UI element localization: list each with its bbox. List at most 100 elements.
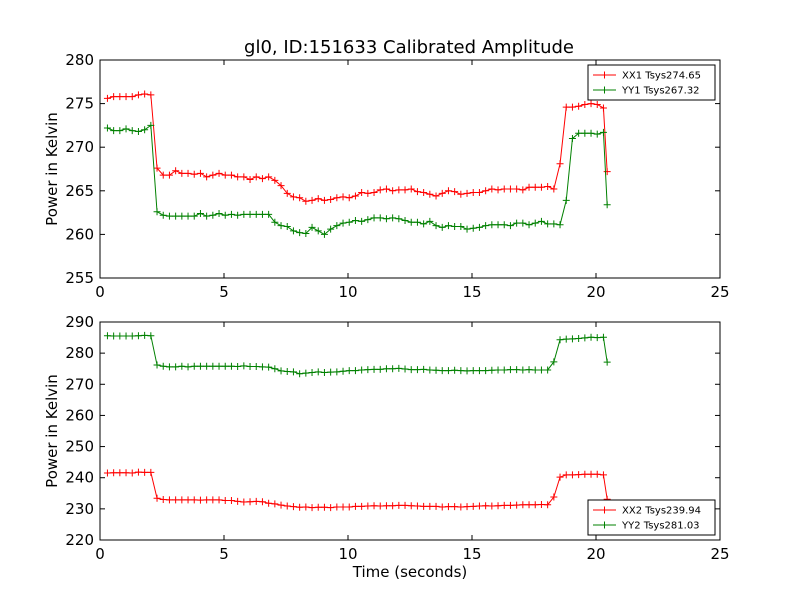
y-tick-label: 290 (65, 313, 94, 331)
data-point (277, 367, 285, 375)
data-point (103, 124, 111, 132)
data-point (364, 366, 372, 374)
data-point (103, 94, 111, 102)
data-point (364, 502, 372, 510)
data-point (444, 503, 452, 511)
data-point (575, 335, 583, 343)
data-point (289, 503, 297, 511)
data-point (128, 127, 136, 135)
axes-frame (99, 321, 721, 541)
data-point (500, 501, 508, 509)
data-point (426, 502, 434, 510)
data-point (575, 471, 583, 479)
data-point (513, 185, 521, 193)
data-point (568, 103, 576, 111)
data-point (444, 187, 452, 195)
data-point (116, 332, 124, 340)
x-axis-label: Time (seconds) (352, 563, 468, 581)
data-point (184, 169, 192, 177)
data-point (314, 227, 322, 235)
data-point (327, 504, 335, 512)
data-point (562, 471, 570, 479)
figure-title: gl0, ID:151633 Calibrated Amplitude (244, 37, 574, 58)
data-point (438, 367, 446, 375)
data-point (153, 361, 161, 369)
x-tick-label: 0 (95, 545, 105, 563)
data-point (110, 93, 118, 101)
data-point (556, 160, 564, 168)
data-point (463, 189, 471, 197)
legend-label: YY2 Tsys281.03 (621, 521, 700, 532)
data-point (469, 502, 477, 510)
data-point (289, 193, 297, 201)
data-point (370, 365, 378, 373)
data-point (389, 502, 397, 510)
data-point (420, 189, 428, 197)
data-point (320, 503, 328, 511)
data-point (451, 503, 459, 511)
legend-marker (601, 521, 608, 529)
data-point (203, 362, 211, 370)
data-point (370, 189, 378, 197)
data-point (506, 185, 514, 193)
series-2 (103, 121, 611, 238)
data-point (277, 182, 285, 190)
data-point (587, 333, 595, 341)
data-point (432, 222, 440, 230)
data-point (184, 212, 192, 220)
data-point (345, 503, 353, 511)
data-point (568, 471, 576, 479)
data-point (110, 332, 118, 340)
data-point (603, 358, 611, 366)
data-point (159, 362, 167, 370)
legend-label: XX2 Tsys239.94 (622, 506, 701, 517)
data-point (283, 223, 291, 231)
data-point (252, 173, 260, 181)
data-point (531, 183, 539, 191)
data-point (234, 211, 242, 219)
data-point (345, 367, 353, 375)
data-point (240, 498, 248, 506)
data-point (420, 220, 428, 228)
data-point (128, 93, 136, 101)
data-point (500, 366, 508, 374)
data-point (420, 365, 428, 373)
legend-entry: YY2 Tsys281.03 (593, 521, 700, 532)
data-point (581, 129, 589, 137)
data-point (599, 471, 607, 479)
data-point (407, 218, 415, 226)
y-tick-label: 260 (65, 225, 94, 243)
data-point (389, 214, 397, 222)
data-point (320, 368, 328, 376)
legend-marker (601, 71, 608, 79)
data-point (370, 502, 378, 510)
data-point (203, 173, 211, 181)
data-point (482, 187, 490, 195)
data-point (494, 366, 502, 374)
x-tick-label: 20 (586, 545, 605, 563)
data-point (401, 216, 409, 224)
legend-box (587, 64, 716, 101)
data-point (413, 218, 421, 226)
data-point (556, 221, 564, 229)
legend-label: YY1 Tsys267.32 (621, 86, 700, 97)
data-point (500, 185, 508, 193)
data-point (475, 223, 483, 231)
data-point (271, 365, 279, 373)
data-point (258, 363, 266, 371)
data-point (165, 171, 173, 179)
data-point (550, 220, 558, 228)
data-point (457, 190, 465, 198)
x-tick-label: 0 (95, 283, 105, 301)
y-axis-label: Power in Kelvin (43, 112, 61, 226)
y-tick-label: 280 (65, 344, 94, 362)
data-point (172, 167, 180, 175)
data-point (277, 222, 285, 230)
data-point (562, 335, 570, 343)
data-point (537, 183, 545, 191)
data-point (382, 215, 390, 223)
data-point (246, 363, 254, 371)
data-point (451, 188, 459, 196)
data-point (519, 501, 527, 509)
x-tick-label: 25 (710, 545, 729, 563)
